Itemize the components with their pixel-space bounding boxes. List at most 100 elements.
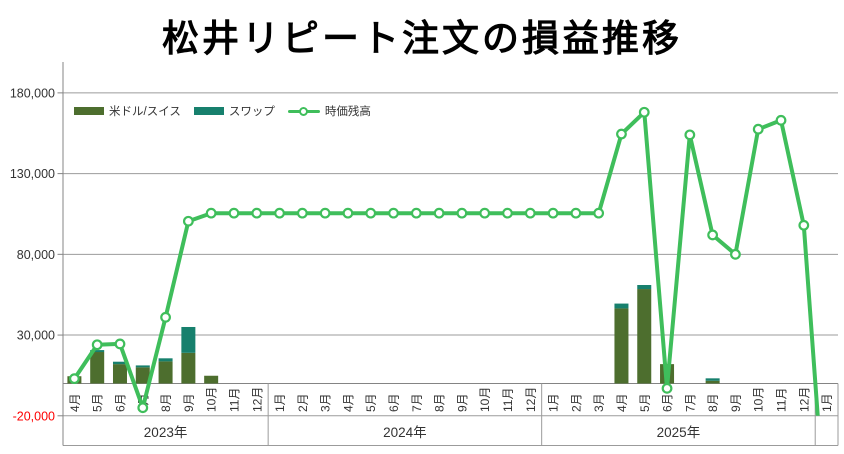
month-label: 12月 — [524, 387, 538, 412]
balance-marker — [251, 207, 263, 219]
month-label: 7月 — [410, 393, 424, 412]
month-label: 10月 — [478, 387, 492, 412]
balance-marker — [319, 207, 331, 219]
bar-swap — [637, 285, 652, 290]
legend: 米ドル/スイス スワップ 時価残高 — [74, 103, 384, 119]
balance-marker — [433, 207, 445, 219]
month-label: 4月 — [615, 393, 629, 412]
legend-item-usdchf: 米ドル/スイス — [74, 103, 181, 119]
month-label: 7月 — [683, 393, 697, 412]
balance-marker — [296, 207, 308, 219]
bar-swap — [705, 378, 720, 381]
month-label: 8月 — [433, 393, 447, 412]
month-label: 11月 — [501, 388, 515, 412]
bar-swap — [135, 365, 150, 368]
month-label: 5月 — [91, 393, 105, 412]
bar-swap — [158, 358, 173, 362]
month-label: 8月 — [706, 393, 720, 412]
bar-usdchf — [705, 380, 720, 384]
month-label: 10月 — [205, 387, 219, 412]
balance-marker — [137, 402, 149, 414]
legend-item-balance: 時価残高 — [287, 103, 371, 119]
month-label: 4月 — [341, 393, 355, 412]
bar-usdchf — [637, 289, 652, 384]
y-axis-label: -20,000 — [13, 409, 55, 423]
bar-swap — [181, 326, 196, 353]
month-label: 2月 — [569, 393, 583, 412]
balance-marker — [707, 229, 719, 241]
month-label: 3月 — [592, 393, 606, 412]
month-label: 6月 — [387, 393, 401, 412]
usdchf-bar-swatch-icon — [74, 107, 104, 115]
balance-marker — [91, 339, 103, 351]
y-axis-label: 130,000 — [10, 167, 55, 181]
balance-marker — [502, 207, 513, 219]
month-label: 2月 — [296, 393, 310, 412]
bar-usdchf — [135, 367, 150, 384]
month-label: 12月 — [250, 387, 264, 412]
balance-marker — [730, 248, 741, 260]
month-label: 6月 — [661, 393, 675, 412]
chart-title: 松井リピート注文の損益推移 — [162, 18, 682, 59]
balance-marker — [661, 382, 673, 394]
bar-usdchf — [204, 375, 219, 384]
balance-marker — [205, 207, 217, 219]
balance-line-group — [68, 106, 820, 416]
month-label: 5月 — [638, 393, 652, 412]
month-label: 9月 — [182, 393, 196, 412]
balance-line-swatch-icon — [287, 106, 320, 116]
bar-swap — [90, 350, 105, 353]
balance-marker — [388, 207, 399, 219]
bar-usdchf — [158, 361, 173, 384]
bar-usdchf — [181, 352, 196, 384]
year-label: 2025年 — [657, 425, 701, 440]
y-axis-label: 30,000 — [17, 329, 55, 343]
bar-usdchf — [614, 308, 629, 384]
year-label: 2023年 — [144, 425, 188, 440]
bar-usdchf — [90, 352, 105, 384]
balance-line — [72, 110, 820, 416]
month-label: 5月 — [364, 393, 378, 412]
balance-marker — [456, 207, 468, 219]
balance-marker — [274, 207, 285, 219]
month-label: 11月 — [775, 388, 789, 412]
legend-label-swap: スワップ — [228, 106, 275, 118]
legend-label-balance: 時価残高 — [324, 106, 371, 118]
month-label: 10月 — [752, 387, 766, 412]
balance-marker — [570, 207, 582, 219]
balance-marker — [410, 207, 422, 219]
bar-swap — [614, 303, 629, 309]
month-label: 8月 — [159, 393, 173, 412]
balance-marker — [638, 106, 650, 118]
balance-marker — [114, 338, 126, 350]
balance-marker — [182, 215, 194, 227]
month-label: 12月 — [797, 387, 811, 412]
y-axis-label: 80,000 — [17, 248, 55, 262]
balance-marker — [775, 114, 787, 126]
balance-marker — [616, 128, 627, 140]
balance-marker — [798, 219, 810, 231]
balance-marker — [752, 123, 764, 135]
month-label: 9月 — [729, 393, 743, 412]
month-label: 3月 — [319, 393, 333, 412]
balance-marker — [160, 311, 171, 323]
balance-marker — [593, 207, 605, 219]
month-label: 9月 — [455, 393, 469, 412]
bar-swap — [112, 361, 127, 365]
month-label: 11月 — [227, 388, 241, 412]
year-label: 2024年 — [383, 425, 427, 440]
balance-marker — [524, 207, 536, 219]
month-label: 1月 — [273, 393, 287, 412]
y-axis-label: 180,000 — [10, 86, 55, 100]
month-label: 1月 — [820, 393, 834, 412]
month-label: 6月 — [113, 393, 127, 412]
month-label: 4月 — [68, 393, 82, 412]
bar-usdchf — [112, 364, 127, 384]
balance-marker — [68, 373, 80, 385]
legend-item-swap: スワップ — [193, 103, 275, 119]
swap-bar-swatch-icon — [193, 107, 224, 115]
balance-marker — [228, 207, 240, 219]
balance-marker — [365, 207, 377, 219]
legend-label-usdchf: 米ドル/スイス — [109, 106, 181, 118]
